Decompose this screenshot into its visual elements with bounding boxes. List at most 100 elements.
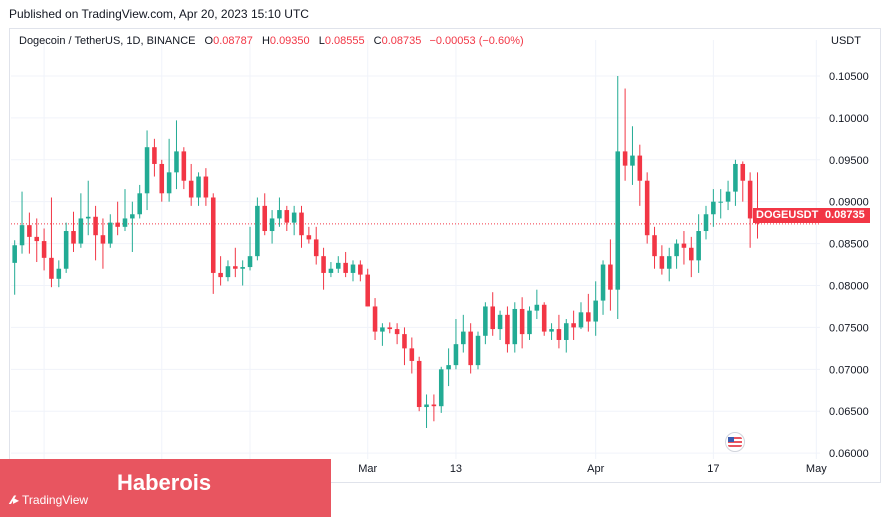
candle <box>718 189 723 219</box>
price-tick-label: 0.08000 <box>829 280 869 292</box>
candle-body <box>159 163 165 194</box>
candle <box>505 306 510 353</box>
candle-body <box>666 256 672 269</box>
candle <box>483 302 488 345</box>
candle <box>49 197 54 288</box>
candle-body <box>174 151 179 173</box>
candle-body <box>637 155 643 181</box>
candle <box>247 226 253 271</box>
candle-body <box>350 264 356 273</box>
time-tick-label: 17 <box>707 463 719 475</box>
candle <box>122 189 128 232</box>
candle-body <box>519 308 525 335</box>
candle-body <box>41 241 47 258</box>
candle <box>12 240 17 295</box>
candle-body <box>358 264 363 275</box>
candle-body <box>475 335 481 366</box>
candle-body <box>416 360 422 408</box>
price-tick-label: 0.09500 <box>829 155 869 167</box>
candle <box>681 231 687 265</box>
candle-body <box>527 310 532 335</box>
candle-body <box>240 267 245 269</box>
candle <box>269 210 275 244</box>
candle <box>725 180 731 211</box>
candle <box>431 394 437 422</box>
brand-banner <box>0 459 331 517</box>
tradingview-logo[interactable]: ⁄⁄▸ TradingView <box>11 493 88 507</box>
candle-body <box>689 247 694 261</box>
candle <box>424 394 429 428</box>
candle <box>534 289 540 320</box>
candle <box>240 260 245 286</box>
candle <box>490 292 496 336</box>
candle <box>71 211 76 252</box>
candle-body <box>225 266 231 278</box>
open-value: 0.08787 <box>213 35 253 47</box>
candle <box>387 322 393 334</box>
candle <box>644 172 650 244</box>
candle <box>335 256 341 273</box>
candle-body <box>108 222 113 244</box>
candles <box>12 75 760 428</box>
flag-stripes <box>728 437 742 447</box>
candle <box>218 256 223 286</box>
candle <box>19 191 25 254</box>
candle <box>130 201 135 252</box>
candle <box>733 159 738 206</box>
candle-body <box>622 151 628 166</box>
candle <box>100 218 106 269</box>
candle <box>630 126 635 185</box>
candle <box>475 331 481 370</box>
tradingview-logo-icon: ⁄⁄▸ <box>11 493 19 507</box>
candle <box>144 130 150 211</box>
candle <box>159 159 165 202</box>
candle <box>291 205 297 236</box>
candle <box>181 147 187 190</box>
candle-body <box>85 216 91 219</box>
candle-body <box>291 212 297 223</box>
price-axis[interactable]: 0.06000 0.06500 0.07000 0.07500 0.08000 0.085… <box>829 71 869 460</box>
candle-body <box>49 257 54 279</box>
price-tick-label: 0.07500 <box>829 322 869 334</box>
candle-body <box>630 155 635 166</box>
candle <box>674 239 679 269</box>
candle-body <box>328 268 334 273</box>
candle <box>461 314 466 353</box>
candle-body <box>210 197 216 273</box>
candle-body <box>461 331 466 345</box>
candle <box>56 260 62 288</box>
candle <box>402 327 407 366</box>
brand-name: Haberois <box>117 470 212 495</box>
candle <box>446 348 451 387</box>
low-label: L <box>318 35 325 47</box>
candle <box>372 298 378 340</box>
candle <box>586 293 591 332</box>
us-flag-icon[interactable] <box>725 432 745 452</box>
candle-body <box>424 404 429 408</box>
candle <box>365 268 370 307</box>
candle <box>328 262 334 278</box>
candle <box>225 260 231 282</box>
price-tick-label: 0.09000 <box>829 197 869 209</box>
candle-body <box>137 193 142 215</box>
candle <box>108 214 113 248</box>
candle <box>416 356 422 412</box>
candle <box>63 222 69 273</box>
candle <box>306 226 312 244</box>
symbol-price-tag: DOGEUSDT <box>753 208 822 223</box>
candle <box>578 302 584 330</box>
candle-body <box>652 235 657 257</box>
change-value: −0.00053 (−0.60%) <box>429 35 524 47</box>
candle <box>41 228 47 271</box>
candle-body <box>19 225 25 246</box>
price-tick-label: 0.06000 <box>829 448 869 460</box>
candle <box>85 180 91 236</box>
candle <box>608 239 613 311</box>
candle <box>711 189 716 227</box>
candle-body <box>284 210 290 223</box>
close-value: 0.08735 <box>381 35 422 47</box>
candle <box>615 75 621 320</box>
candle-body <box>387 327 393 330</box>
candle <box>659 245 665 275</box>
